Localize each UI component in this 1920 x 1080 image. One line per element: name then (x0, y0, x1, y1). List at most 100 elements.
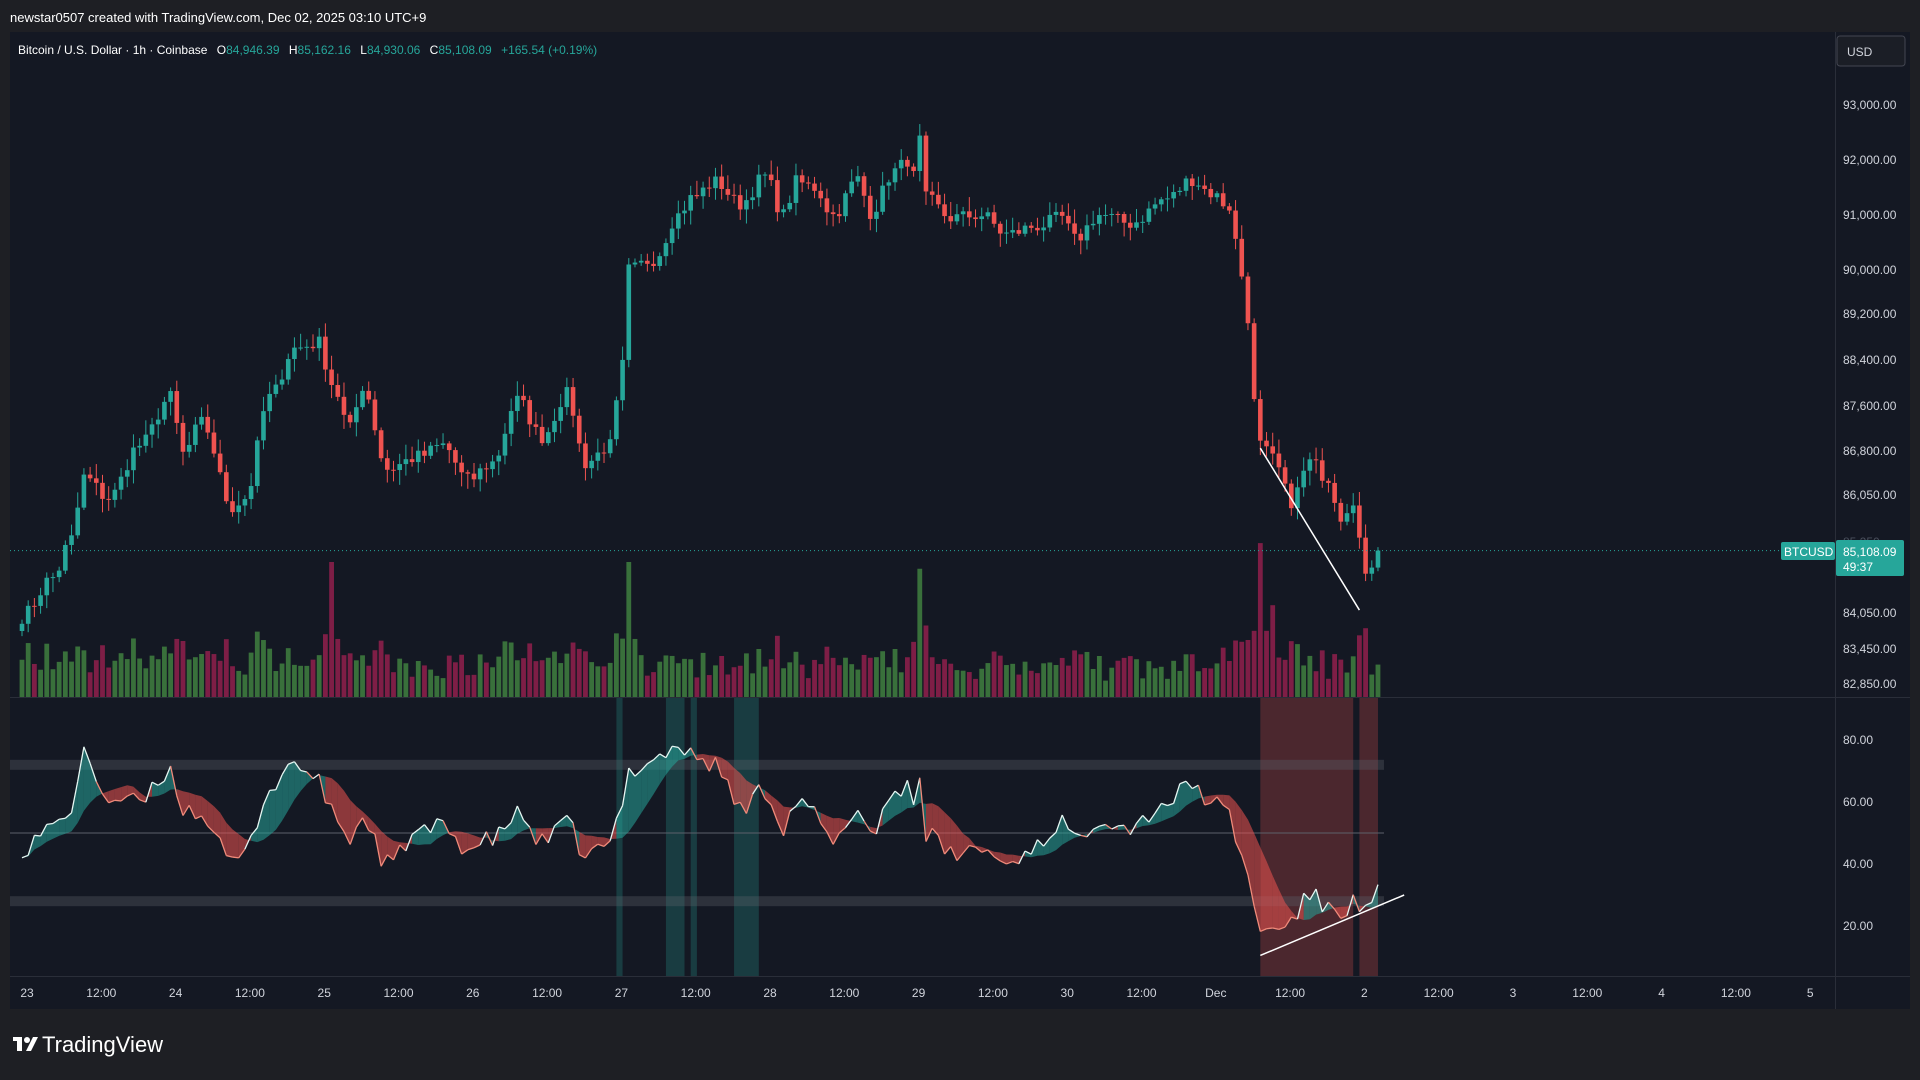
candle-body (1214, 193, 1220, 198)
tradingview-logo[interactable]: TradingView (13, 1032, 163, 1057)
rsi-fill (1062, 815, 1069, 845)
rsi-line (969, 844, 976, 848)
annotation-layer[interactable] (1259, 447, 1405, 957)
rsi-line (306, 771, 314, 780)
rsi-line (1148, 812, 1156, 823)
rsi-line (343, 831, 351, 845)
candle-body (564, 387, 570, 408)
rsi-fill (672, 746, 679, 767)
candle-body (440, 443, 446, 446)
rsi-line (120, 795, 128, 802)
candle-body (131, 447, 136, 471)
axis-layer[interactable]: 93,000.00 92,000.00 91,000.00 90,000.00 89,2… (20, 98, 1896, 1000)
rsi-fill (300, 770, 307, 792)
rsi-fill (1173, 783, 1180, 817)
volume-bar (285, 648, 291, 697)
volume-bar (1035, 673, 1040, 697)
price-trendline[interactable] (1259, 447, 1361, 611)
candle-body (1233, 210, 1238, 239)
rsi-fill (40, 824, 47, 847)
rsi-line (950, 846, 958, 861)
candle-body (310, 346, 316, 349)
rsi-line (64, 812, 72, 819)
rsi-line (281, 763, 289, 776)
candle-body (168, 391, 173, 402)
volume-bar (465, 675, 471, 697)
candle-body (1338, 502, 1344, 522)
volume-bar (805, 678, 811, 697)
candle-body (837, 214, 842, 217)
volume-bar (1326, 678, 1331, 697)
volume-bar (521, 658, 526, 697)
volume-bar (372, 650, 378, 697)
candle-body (936, 194, 941, 205)
candle-body (242, 499, 248, 506)
rsi-line (1024, 850, 1032, 855)
candle-body (347, 414, 353, 423)
rsi-line (820, 822, 828, 833)
rsi-line (919, 777, 927, 842)
candle-body (1276, 453, 1282, 468)
volume-bar (155, 659, 161, 697)
rsi-line (931, 827, 939, 836)
candle-body (867, 195, 873, 219)
rsi-fill (734, 767, 741, 805)
rsi-fill (1136, 815, 1143, 829)
rsi-line (46, 822, 54, 825)
rsi-line (467, 847, 475, 851)
rsi-fill (467, 833, 474, 850)
volume-bar (750, 673, 756, 697)
rsi-line (529, 826, 537, 845)
volume-bar (1350, 656, 1356, 697)
rsi-fill (932, 803, 939, 836)
candle-layer[interactable] (10, 124, 1835, 637)
rsi-trendline[interactable] (1260, 894, 1405, 957)
time-axis-tick: 2 (1361, 986, 1368, 1000)
candle-body (967, 211, 972, 218)
candle-body (1066, 215, 1071, 224)
volume-bar (1183, 654, 1189, 697)
rsi-axis-tick: 20.00 (1843, 919, 1873, 933)
volume-bar (874, 657, 879, 697)
volume-bar (886, 667, 892, 697)
rsi-line (188, 805, 196, 820)
rsi-line (126, 792, 134, 797)
currency-button[interactable]: USD (1836, 35, 1906, 67)
rsi-line (875, 808, 884, 835)
candle-body (1146, 208, 1152, 222)
rsi-fill (282, 764, 289, 821)
volume-bar (106, 667, 112, 697)
volume-bar (583, 651, 588, 697)
volume-bar (1165, 678, 1170, 697)
rsi-line (1117, 824, 1125, 827)
price-axis-tick: 86,800.00 (1843, 444, 1897, 458)
rsi-line (355, 817, 364, 828)
volume-bar (1053, 665, 1059, 697)
volume-bar (973, 678, 978, 697)
rsi-fill (257, 804, 264, 843)
volume-bar (353, 660, 359, 697)
volume-bar (1059, 657, 1065, 697)
candle-body (861, 176, 867, 196)
candle-body (508, 411, 514, 434)
volume-bar (508, 642, 514, 697)
candle-body (341, 396, 347, 415)
volume-bar (923, 625, 929, 697)
candle-body (1245, 276, 1251, 324)
rsi-line (597, 843, 605, 847)
candle-body (1183, 178, 1189, 191)
price-axis-tick: 89,200.00 (1843, 307, 1897, 321)
candle-body (25, 605, 31, 624)
volume-bar (607, 662, 613, 697)
volume-bar (836, 665, 842, 697)
rsi-line (851, 809, 859, 820)
volume-bar (880, 651, 886, 697)
volume-bar (669, 655, 675, 697)
candle-body (1208, 188, 1214, 198)
volume-bar (1226, 661, 1232, 697)
volume-bar (768, 659, 774, 697)
rsi-line (1197, 784, 1206, 806)
volume-bar (1189, 654, 1195, 697)
candle-body (81, 474, 87, 508)
